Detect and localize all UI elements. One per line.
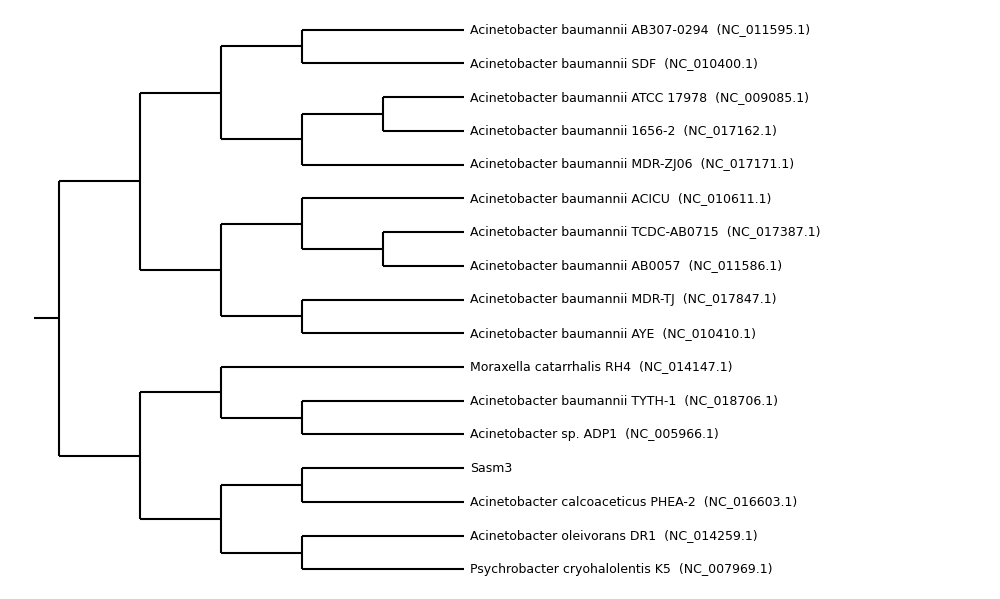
Text: Acinetobacter baumannii TYTH-1  (NC_018706.1): Acinetobacter baumannii TYTH-1 (NC_01870…	[470, 394, 778, 407]
Text: Moraxella catarrhalis RH4  (NC_014147.1): Moraxella catarrhalis RH4 (NC_014147.1)	[470, 361, 733, 373]
Text: Acinetobacter baumannii ACICU  (NC_010611.1): Acinetobacter baumannii ACICU (NC_010611…	[470, 192, 771, 205]
Text: Acinetobacter baumannii AB307-0294  (NC_011595.1): Acinetobacter baumannii AB307-0294 (NC_0…	[470, 23, 810, 36]
Text: Sasm3: Sasm3	[470, 462, 512, 474]
Text: Acinetobacter calcoaceticus PHEA-2  (NC_016603.1): Acinetobacter calcoaceticus PHEA-2 (NC_0…	[470, 495, 797, 509]
Text: Acinetobacter baumannii TCDC-AB0715  (NC_017387.1): Acinetobacter baumannii TCDC-AB0715 (NC_…	[470, 226, 821, 238]
Text: Acinetobacter baumannii SDF  (NC_010400.1): Acinetobacter baumannii SDF (NC_010400.1…	[470, 57, 758, 70]
Text: Acinetobacter baumannii AB0057  (NC_011586.1): Acinetobacter baumannii AB0057 (NC_01158…	[470, 259, 782, 273]
Text: Acinetobacter baumannii 1656-2  (NC_017162.1): Acinetobacter baumannii 1656-2 (NC_01716…	[470, 125, 777, 137]
Text: Acinetobacter oleivorans DR1  (NC_014259.1): Acinetobacter oleivorans DR1 (NC_014259.…	[470, 529, 758, 542]
Text: Acinetobacter baumannii AYE  (NC_010410.1): Acinetobacter baumannii AYE (NC_010410.1…	[470, 326, 756, 340]
Text: Acinetobacter sp. ADP1  (NC_005966.1): Acinetobacter sp. ADP1 (NC_005966.1)	[470, 428, 719, 441]
Text: Psychrobacter cryohalolentis K5  (NC_007969.1): Psychrobacter cryohalolentis K5 (NC_0079…	[470, 563, 773, 576]
Text: Acinetobacter baumannii MDR-ZJ06  (NC_017171.1): Acinetobacter baumannii MDR-ZJ06 (NC_017…	[470, 158, 794, 171]
Text: Acinetobacter baumannii ATCC 17978  (NC_009085.1): Acinetobacter baumannii ATCC 17978 (NC_0…	[470, 90, 809, 104]
Text: Acinetobacter baumannii MDR-TJ  (NC_017847.1): Acinetobacter baumannii MDR-TJ (NC_01784…	[470, 293, 777, 306]
